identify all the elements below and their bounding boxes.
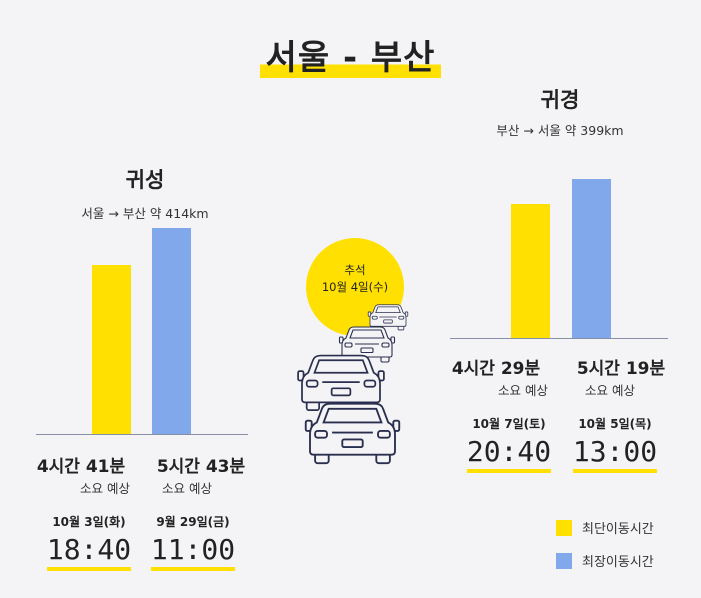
car-icon-1	[304, 402, 401, 465]
homebound-longest-bar	[152, 228, 191, 434]
traffic-cars-illustration	[297, 304, 409, 465]
return-route: 부산 → 서울 약 399km	[496, 123, 624, 138]
chuseok-date: 10월 4일(수)	[321, 280, 389, 294]
homebound-longest-date: 9월 29일(금)	[156, 515, 230, 529]
return-shortest-caption: 소요 예상	[498, 383, 548, 398]
return-shortest-time: 20:40	[454, 435, 564, 473]
legend-swatch-longest	[556, 552, 572, 569]
return-baseline	[450, 338, 668, 339]
chuseok-label: 추석 10월 4일(수)	[306, 262, 404, 296]
legend-swatch-shortest	[556, 519, 572, 536]
return-shortest-duration: 4시간 29분	[451, 359, 541, 379]
chuseok-name: 추석	[344, 263, 366, 277]
homebound-route: 서울 → 부산 약 414km	[81, 206, 209, 221]
return-shortest-bar	[511, 203, 550, 338]
return-longest-duration: 5시간 19분	[576, 359, 666, 379]
return-shortest-date: 10월 7일(토)	[472, 417, 546, 431]
legend-label-longest: 최장이동시간	[582, 555, 654, 570]
legend-item-longest: 최장이동시간	[556, 551, 654, 570]
legend-label-shortest: 최단이동시간	[582, 522, 654, 537]
homebound-shortest-caption: 소요 예상	[80, 481, 130, 496]
homebound-shortest-bar	[92, 265, 131, 434]
legend: 최단이동시간 최장이동시간	[556, 518, 654, 570]
homebound-title: 귀성	[125, 168, 165, 192]
legend-item-shortest: 최단이동시간	[556, 518, 654, 537]
homebound-shortest-date: 10월 3일(화)	[52, 515, 126, 529]
homebound-shortest-time: 18:40	[34, 533, 144, 571]
homebound-longest-duration: 5시간 43분	[156, 457, 246, 477]
page-title: 서울 - 부산	[0, 30, 701, 79]
homebound-shortest-duration: 4시간 41분	[36, 457, 126, 477]
return-longest-caption: 소요 예상	[585, 383, 635, 398]
homebound-longest-time: 11:00	[138, 533, 248, 571]
car-icon-4	[367, 304, 409, 331]
return-longest-time: 13:00	[560, 435, 670, 473]
return-longest-bar	[572, 178, 611, 338]
car-icon-2	[297, 354, 385, 412]
homebound-longest-caption: 소요 예상	[162, 481, 212, 496]
return-title: 귀경	[540, 88, 580, 112]
return-longest-date: 10월 5일(목)	[578, 417, 652, 431]
homebound-baseline	[36, 434, 248, 435]
